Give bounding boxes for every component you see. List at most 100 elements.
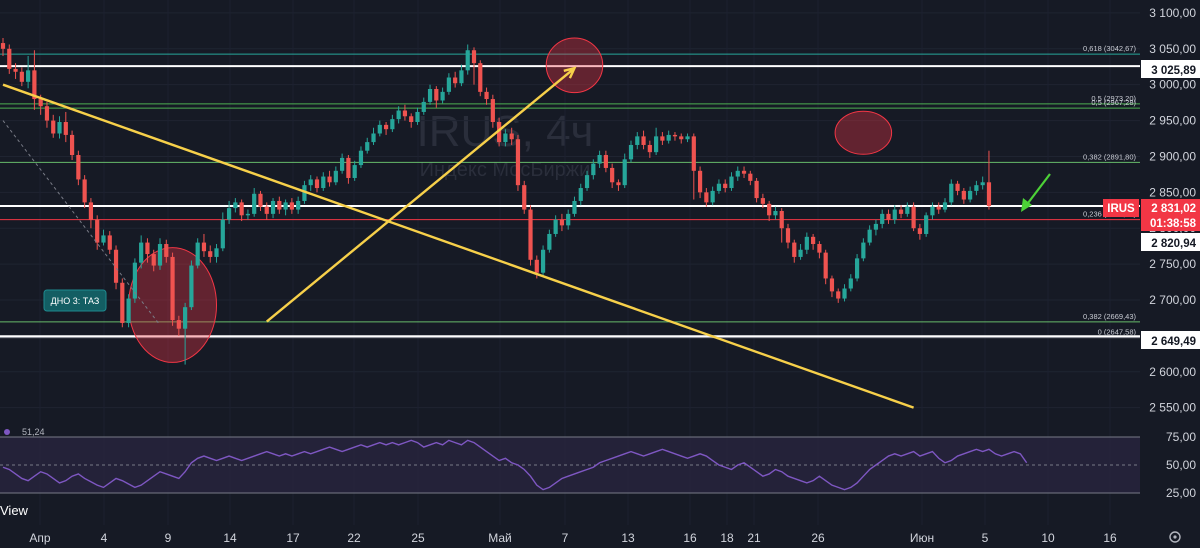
- candle-body: [76, 155, 81, 180]
- candle-body: [697, 170, 703, 193]
- candle-body: [961, 190, 966, 200]
- yellow-downtrend-line[interactable]: [2, 83, 915, 409]
- candle: [716, 179, 722, 194]
- candle-body: [898, 209, 904, 214]
- price-tick-label: 2 950,00: [1149, 114, 1196, 128]
- candle: [748, 170, 753, 186]
- candle-body: [660, 136, 665, 141]
- candle-body: [848, 278, 853, 289]
- candle-body: [880, 213, 885, 224]
- candle-body: [986, 182, 992, 206]
- candle-body: [26, 70, 31, 82]
- candle: [164, 239, 169, 263]
- candle: [509, 127, 514, 145]
- time-tick-label: 14: [223, 531, 237, 545]
- candle: [522, 180, 527, 214]
- candle-body: [195, 242, 200, 266]
- green-arrow: [1021, 173, 1051, 212]
- candle: [672, 132, 678, 141]
- candle: [377, 120, 382, 137]
- candle-body: [553, 219, 558, 234]
- candle-body: [258, 193, 263, 207]
- candle-body: [804, 236, 809, 250]
- time-tick-label: 21: [747, 531, 761, 545]
- candle-body: [57, 122, 62, 134]
- candle-body: [296, 200, 301, 210]
- candle: [779, 208, 784, 243]
- candle-body: [760, 198, 765, 204]
- brand-fragment: View: [0, 503, 29, 518]
- candle: [478, 60, 483, 97]
- candle: [409, 113, 414, 128]
- candle: [214, 244, 219, 263]
- candle-body: [13, 68, 18, 72]
- candle: [459, 64, 464, 87]
- candle: [930, 202, 935, 220]
- candle-body: [572, 200, 577, 214]
- candle: [622, 153, 627, 189]
- candle-body: [704, 192, 709, 203]
- candle-body: [69, 134, 75, 156]
- candle-body: [867, 229, 872, 243]
- candle-body: [666, 134, 671, 141]
- candle-body: [352, 165, 357, 178]
- rsi-pane: 75,00 50,00 25,00: [0, 430, 1196, 500]
- candle: [892, 205, 897, 224]
- candle-body: [465, 50, 470, 71]
- candle: [132, 258, 137, 303]
- trend-lines[interactable]: [2, 66, 915, 409]
- candle: [19, 67, 24, 87]
- candle-body: [113, 249, 119, 283]
- settings-icon[interactable]: [1169, 531, 1181, 543]
- candle-body: [968, 190, 973, 200]
- candle-body: [321, 176, 326, 189]
- pattern-label[interactable]: ДНО 3: ТАЗ: [43, 289, 107, 312]
- candle: [785, 223, 791, 249]
- badge-line-middle-text: 2 820,94: [1151, 238, 1196, 250]
- candle-body: [220, 219, 225, 249]
- candle: [553, 215, 558, 237]
- candle-body: [924, 215, 929, 234]
- candle: [641, 130, 646, 150]
- candle: [296, 196, 301, 214]
- candle: [955, 180, 960, 196]
- candle: [201, 233, 207, 257]
- candle-body: [151, 254, 156, 266]
- candle-body: [478, 63, 483, 92]
- candle-body: [101, 235, 106, 243]
- candle: [95, 215, 100, 250]
- time-tick-label: 10: [1041, 531, 1055, 545]
- candle: [635, 132, 640, 150]
- candle: [383, 122, 389, 135]
- yellow-uptrend-line[interactable]: [265, 67, 576, 323]
- candle: [628, 140, 634, 163]
- price-tick-label: 2 550,00: [1149, 401, 1196, 415]
- candle-body: [566, 213, 571, 226]
- time-tick-label: 9: [165, 531, 172, 545]
- candle-body: [415, 111, 420, 123]
- candle: [540, 245, 546, 276]
- candle-body: [710, 190, 715, 203]
- time-axis[interactable]: Апр 4 9 14 17 22 25 Май 7 13 16 18 21 26 Июн 5 10 16: [29, 531, 1117, 545]
- candle-body: [314, 179, 320, 189]
- horizontal-lines: [0, 65, 1140, 338]
- candle: [195, 238, 200, 269]
- candle-body: [446, 77, 451, 92]
- candle-body: [741, 170, 747, 174]
- gray-dashed-line[interactable]: [2, 120, 161, 326]
- candle-body: [886, 213, 891, 220]
- circle-mid[interactable]: [834, 110, 893, 155]
- candle-body: [509, 133, 514, 140]
- candle-body: [245, 213, 251, 216]
- candle-body: [691, 136, 696, 171]
- candle: [107, 231, 112, 255]
- candle-body: [836, 291, 841, 299]
- time-tick-label: 22: [347, 531, 361, 545]
- candle-body: [283, 202, 288, 210]
- candle: [924, 212, 929, 237]
- time-tick-label: Апр: [29, 531, 51, 545]
- candle: [32, 50, 37, 110]
- candle: [358, 146, 364, 168]
- candle: [578, 183, 583, 206]
